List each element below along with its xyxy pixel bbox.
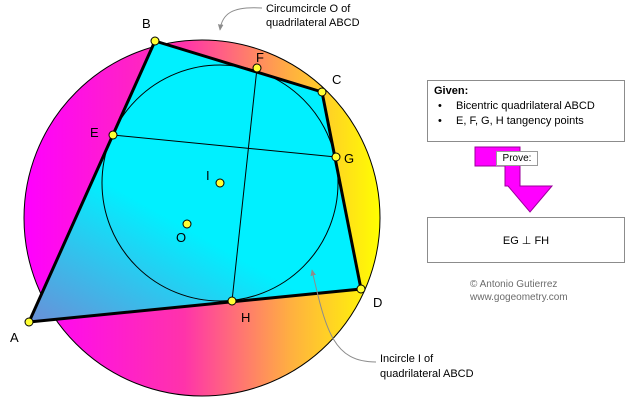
given-item: E, F, G, H tangency points (434, 114, 618, 129)
circumcircle-pointer (217, 7, 263, 31)
incircle-i (101, 64, 339, 302)
credit-author: © Antonio Gutierrez (470, 279, 558, 290)
label-b: B (142, 16, 151, 31)
point-d (356, 284, 366, 294)
label-g: G (344, 151, 354, 166)
label-e: E (90, 125, 99, 140)
given-item: Bicentric quadrilateral ABCD (434, 99, 618, 114)
point-o (182, 219, 192, 229)
segment-eg (112, 134, 337, 158)
prove-box: EG ⊥ FH (427, 217, 625, 263)
incircle-note-line2: quadrilateral ABCD (380, 368, 474, 380)
given-title: Given: (434, 85, 469, 97)
point-a (24, 317, 34, 327)
incircle-note-line1: Incircle I of (380, 353, 434, 365)
label-o: O (176, 230, 186, 245)
label-f: F (256, 50, 264, 65)
label-h: H (241, 310, 250, 325)
point-f (252, 63, 262, 73)
prove-statement: EG ⊥ FH (502, 234, 550, 247)
given-list: Bicentric quadrilateral ABCD E, F, G, H … (434, 99, 618, 129)
prove-arrow (474, 146, 554, 213)
segment-fh (231, 67, 258, 302)
label-d: D (373, 295, 382, 310)
prove-label: Prove: (496, 151, 538, 166)
circumcircle-note-line2: quadrilateral ABCD (266, 17, 360, 29)
label-a: A (10, 330, 19, 345)
point-c (317, 87, 327, 97)
given-box: Given: Bicentric quadrilateral ABCD E, F… (427, 80, 625, 142)
point-i (215, 178, 225, 188)
incircle-pointer (310, 269, 377, 363)
point-g (331, 152, 341, 162)
circumcircle-note-line1: Circumcircle O of (266, 3, 351, 15)
credit-site[interactable]: www.gogeometry.com (470, 292, 568, 303)
label-i: I (206, 168, 210, 183)
point-b (150, 36, 160, 46)
point-h (227, 296, 237, 306)
point-e (108, 130, 118, 140)
label-c: C (332, 72, 341, 87)
